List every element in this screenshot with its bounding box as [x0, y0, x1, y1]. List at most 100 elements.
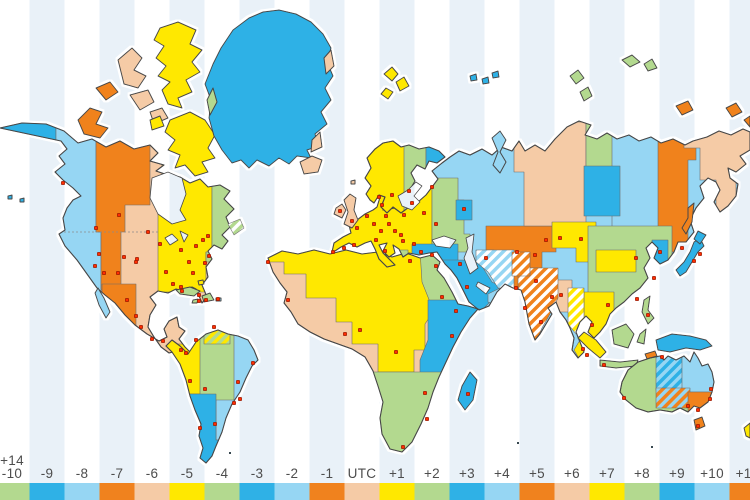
legend-cell--6: [134, 483, 170, 500]
city-marker: [191, 271, 195, 275]
map-region-faroe: [350, 179, 356, 185]
city-marker: [197, 299, 201, 303]
map-region-franz-josef-2: [481, 76, 490, 85]
legend-cell-UTC: [344, 483, 380, 500]
city-marker: [180, 289, 184, 293]
city-marker: [286, 298, 290, 302]
city-marker: [117, 213, 121, 217]
city-marker: [164, 270, 168, 274]
legend-cell--9: [29, 483, 65, 500]
map-region-arctic-yellow-small: [149, 115, 165, 131]
city-marker: [590, 323, 594, 327]
city-marker: [550, 295, 554, 299]
map-region-aleutian-1: [7, 194, 13, 200]
city-marker: [158, 242, 162, 246]
city-marker: [708, 397, 712, 401]
city-marker: [658, 250, 662, 254]
city-marker: [514, 286, 518, 290]
legend-cell--8: [64, 483, 100, 500]
map-region-sulawesi: [636, 328, 647, 345]
map-region-novaya-zemlya: [491, 130, 507, 174]
map-region-new-siberian-1: [621, 54, 641, 68]
city-marker: [484, 256, 488, 260]
map-region-newfoundland: [227, 218, 245, 236]
city-marker: [188, 379, 192, 383]
legend-cell--7: [99, 483, 135, 500]
map-region-arctic-peach-1: [117, 47, 147, 89]
legend-cell--2: [274, 483, 310, 500]
legend-label-wrap-plus14: +14: [0, 453, 24, 468]
city-marker: [680, 246, 684, 250]
city-marker: [539, 320, 543, 324]
legend-label--1: -1: [321, 466, 334, 481]
city-marker: [696, 424, 700, 428]
legend-cell--10: [0, 483, 30, 500]
city-marker: [635, 297, 639, 301]
city-marker: [338, 209, 342, 213]
city-marker: [423, 391, 427, 395]
legend-cell--3: [239, 483, 275, 500]
legend-cell-+5: [519, 483, 555, 500]
city-marker: [698, 252, 702, 256]
city-marker: [213, 422, 217, 426]
map-region-severnaya-1: [569, 69, 585, 85]
city-marker: [606, 303, 610, 307]
city-marker: [407, 189, 411, 193]
city-marker: [203, 387, 207, 391]
city-marker: [401, 239, 405, 243]
map-region-baffin-yellow: [164, 111, 216, 177]
legend-cell-+2: [414, 483, 450, 500]
city-marker: [342, 246, 346, 250]
legend-label-+4: +4: [494, 466, 510, 481]
city-marker: [399, 233, 403, 237]
city-marker: [161, 339, 165, 343]
city-marker: [544, 238, 548, 242]
city-marker: [179, 248, 183, 252]
city-marker: [197, 293, 201, 297]
city-marker: [216, 297, 220, 301]
city-marker: [187, 260, 191, 264]
city-marker: [179, 285, 183, 289]
city-marker: [372, 222, 376, 226]
legend-label-+6: +6: [564, 466, 580, 481]
map-region-japan-honshu: [675, 237, 705, 277]
city-marker: [534, 279, 538, 283]
city-marker: [458, 262, 462, 266]
city-marker: [212, 325, 216, 329]
map-region-ellesmere-yellow: [153, 21, 203, 109]
legend-label-+10: +10: [700, 466, 724, 481]
legend-label--7: -7: [111, 466, 124, 481]
city-marker: [408, 259, 412, 263]
legend-label--6: -6: [146, 466, 159, 481]
city-marker: [207, 254, 211, 258]
city-marker: [390, 193, 394, 197]
city-marker: [430, 253, 434, 257]
map-region-bahamas: [197, 279, 205, 286]
map-region-au-sa-hatch: [655, 387, 691, 409]
city-marker: [634, 256, 638, 260]
city-marker: [696, 408, 700, 412]
city-marker: [122, 255, 126, 259]
legend-label--4: -4: [216, 466, 229, 481]
map-region-svalbard-3: [380, 87, 394, 100]
city-marker: [97, 252, 101, 256]
city-marker: [454, 309, 458, 313]
city-marker: [419, 250, 423, 254]
map-region-svalbard-2: [395, 76, 410, 92]
city-marker: [135, 257, 139, 261]
city-marker: [93, 264, 97, 268]
city-marker: [206, 234, 210, 238]
map-region-great-britain: [343, 193, 359, 229]
city-marker: [266, 260, 270, 264]
city-marker: [515, 250, 519, 254]
city-marker: [579, 237, 583, 241]
city-marker: [179, 348, 183, 352]
city-marker: [383, 249, 387, 253]
map-region-greenland-west-green: [206, 87, 218, 116]
city-marker: [194, 244, 198, 248]
legend-label-+11: +11: [736, 466, 750, 481]
city-marker: [692, 259, 696, 263]
city-marker: [652, 276, 656, 280]
map-region-hudson-bay: [149, 171, 187, 225]
